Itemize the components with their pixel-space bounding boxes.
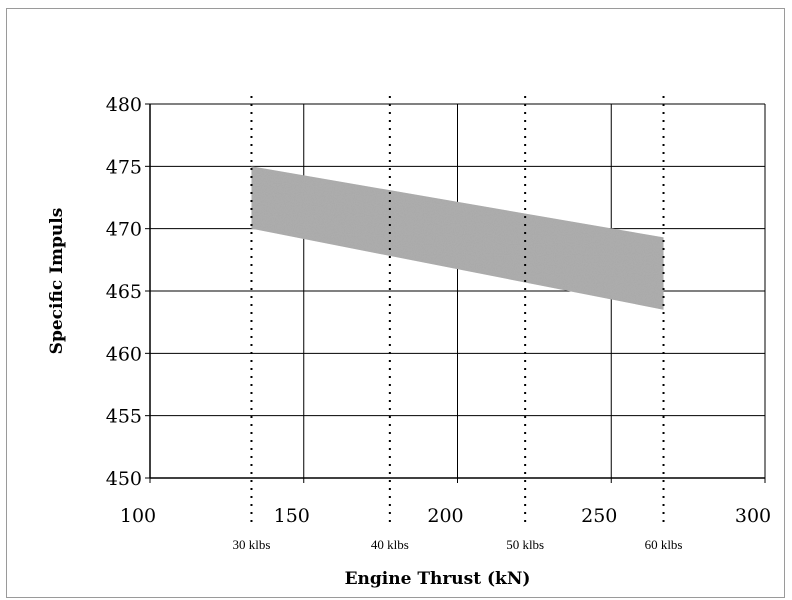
- x-axis-title: Engine Thrust (kN): [345, 569, 531, 589]
- grid: [150, 103, 766, 479]
- y-tick-label: 470: [106, 219, 142, 241]
- data-band-layer: [251, 166, 664, 310]
- reference-line-label: 40 klbs: [371, 537, 409, 552]
- y-tick-label: 465: [106, 281, 142, 303]
- x-tick-label: 250: [581, 505, 617, 527]
- reference-line-label: 30 klbs: [233, 537, 271, 552]
- y-axis-title: Specific Impuls: [47, 208, 67, 355]
- x-tick-label: 100: [120, 505, 156, 527]
- y-tick-label: 480: [106, 94, 142, 116]
- x-tick-label: 200: [427, 505, 463, 527]
- y-tick-label: 460: [106, 343, 142, 365]
- labels: Engine Thrust (kN) Specific Impuls 450 45…: [47, 94, 771, 589]
- y-tick-label: 455: [106, 406, 142, 428]
- reference-line-label: 50 klbs: [506, 537, 544, 552]
- x-tick-label: 150: [274, 505, 310, 527]
- axes: [145, 103, 766, 483]
- specific-impulse-band: [251, 166, 664, 310]
- y-tick-label: 475: [106, 156, 142, 178]
- x-tick-label: 300: [735, 505, 771, 527]
- y-tick-label: 450: [106, 468, 142, 490]
- reference-line-label: 60 klbs: [645, 537, 683, 552]
